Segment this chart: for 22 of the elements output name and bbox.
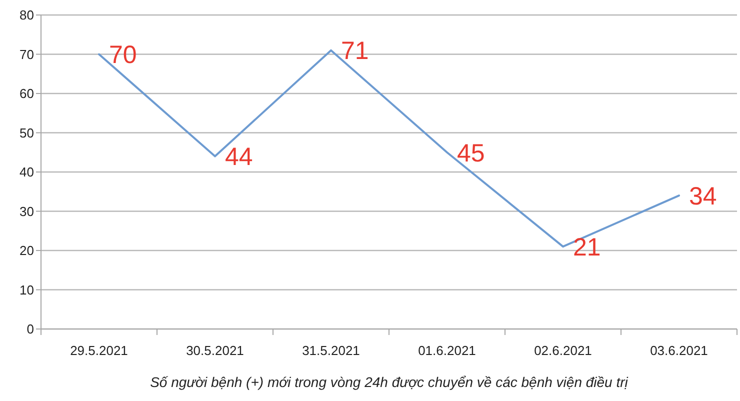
y-tick-label: 10 [20,282,34,298]
y-tick-label: 50 [20,125,34,140]
data-label: 44 [225,143,253,172]
data-label: 34 [689,182,717,210]
data-label: 70 [109,41,137,70]
y-tick-label: 30 [20,204,34,219]
y-tick-label: 0 [26,322,34,337]
x-tick-label: 30.5.2021 [186,343,244,358]
x-tick-label: 31.5.2021 [302,343,360,358]
y-tick-label: 20 [20,243,34,258]
y-tick-label: 60 [20,86,34,102]
y-tick-label: 70 [20,46,34,62]
data-label: 21 [573,233,601,262]
x-tick-label: 01.6.2021 [418,343,476,358]
data-label: 45 [457,139,485,168]
x-tick-label: 02.6.2021 [534,343,592,358]
y-tick-label: 80 [20,8,34,23]
x-axis-title: Số người bệnh (+) mới trong vòng 24h được chuyển về các bệnh viện điều trị [150,374,629,390]
x-tick-label: 29.5.2021 [70,343,128,358]
data-label: 71 [341,37,369,66]
x-tick-label: 03.6.2021 [650,343,708,358]
y-tick-label: 40 [20,164,34,180]
